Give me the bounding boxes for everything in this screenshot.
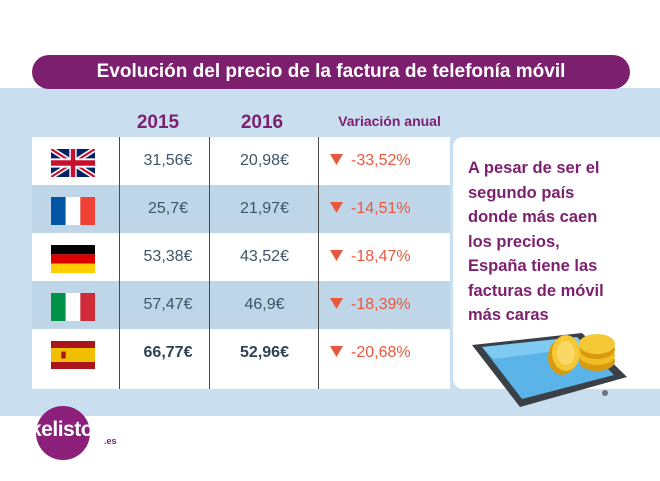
value-2015: 57,47€ [143,296,193,313]
price-table: 31,56€ 20,98€ -33,52% 25,7€ 21,97€ -14,5… [32,137,450,389]
down-arrow-icon [330,201,343,213]
column-header-2016: 2016 [240,112,284,133]
down-arrow-icon [330,249,343,261]
value-2016: 20,98€ [240,152,289,169]
france-flag-icon [51,197,95,225]
down-arrow-icon [330,297,343,309]
value-2015: 66,77€ [143,344,193,361]
logo-name: kelisto [30,418,94,441]
note-line: España tiene las [468,257,598,275]
variation-value: -18,47% [351,248,411,265]
value-2016: 21,97€ [240,200,289,217]
table-row: 31,56€ 20,98€ -33,52% [32,137,450,185]
variation-cell: -14,51% [330,185,450,233]
germany-flag-icon [51,245,95,273]
column-header-variation: Variación anual [338,113,441,129]
note-line: segundo país [468,183,575,202]
column-header-2015: 2015 [136,112,180,133]
variation-value: -18,39% [351,296,411,313]
note-line: los precios, [468,232,560,251]
phone-with-coins-illustration [472,333,627,407]
variation-value: -33,52% [351,152,411,169]
note-line: facturas de móvil [468,281,604,300]
note-text: A pesar de ser el segundo país donde más… [468,156,648,328]
note-line: donde más caen [468,208,598,226]
table-row: 53,38€ 43,52€ -18,47% [32,233,450,281]
column-divider [119,137,120,389]
down-arrow-icon [330,153,343,165]
variation-cell: -18,39% [330,281,450,329]
coins-icon [548,334,615,375]
chart-title: Evolución del precio de la factura de te… [32,55,630,89]
logo-suffix: .es [104,436,117,446]
kelisto-logo: kelisto .es [30,404,122,462]
uk-flag-icon [51,149,95,177]
note-line: más caras [468,306,549,324]
value-2016: 52,96€ [240,344,289,361]
value-2016: 43,52€ [240,248,289,265]
variation-value: -14,51% [351,200,411,217]
column-divider [209,137,210,389]
table-row: 57,47€ 46,9€ -18,39% [32,281,450,329]
variation-value: -20,68% [351,344,411,361]
note-line: A pesar de ser el [468,159,600,177]
variation-cell: -33,52% [330,137,450,185]
table-row-highlight: 66,77€ 52,96€ -20,68% [32,329,450,389]
value-2015: 31,56€ [143,152,193,169]
variation-cell: -20,68% [330,329,450,377]
value-2015: 25,7€ [147,200,189,217]
spain-flag-icon [51,341,95,369]
table-row: 25,7€ 21,97€ -14,51% [32,185,450,233]
variation-cell: -18,47% [330,233,450,281]
column-divider [318,137,319,389]
logo-circle [36,406,90,460]
italy-flag-icon [51,293,95,321]
value-2015: 53,38€ [143,248,193,265]
value-2016: 46,9€ [244,296,285,313]
down-arrow-icon [330,345,343,357]
